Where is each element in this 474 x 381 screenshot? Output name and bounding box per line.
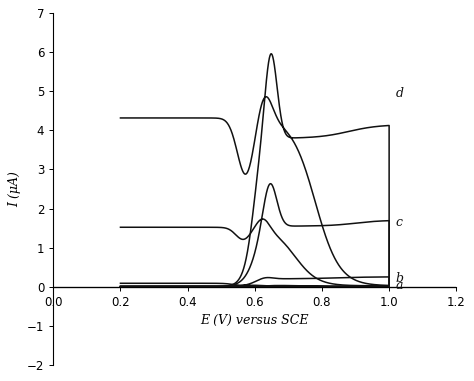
Text: c: c — [396, 216, 403, 229]
Text: d: d — [396, 87, 404, 100]
Text: b: b — [396, 272, 404, 285]
Text: a: a — [396, 279, 403, 291]
X-axis label: E (V) versus SCE: E (V) versus SCE — [201, 314, 309, 327]
Y-axis label: I (μA): I (μA) — [9, 171, 21, 207]
